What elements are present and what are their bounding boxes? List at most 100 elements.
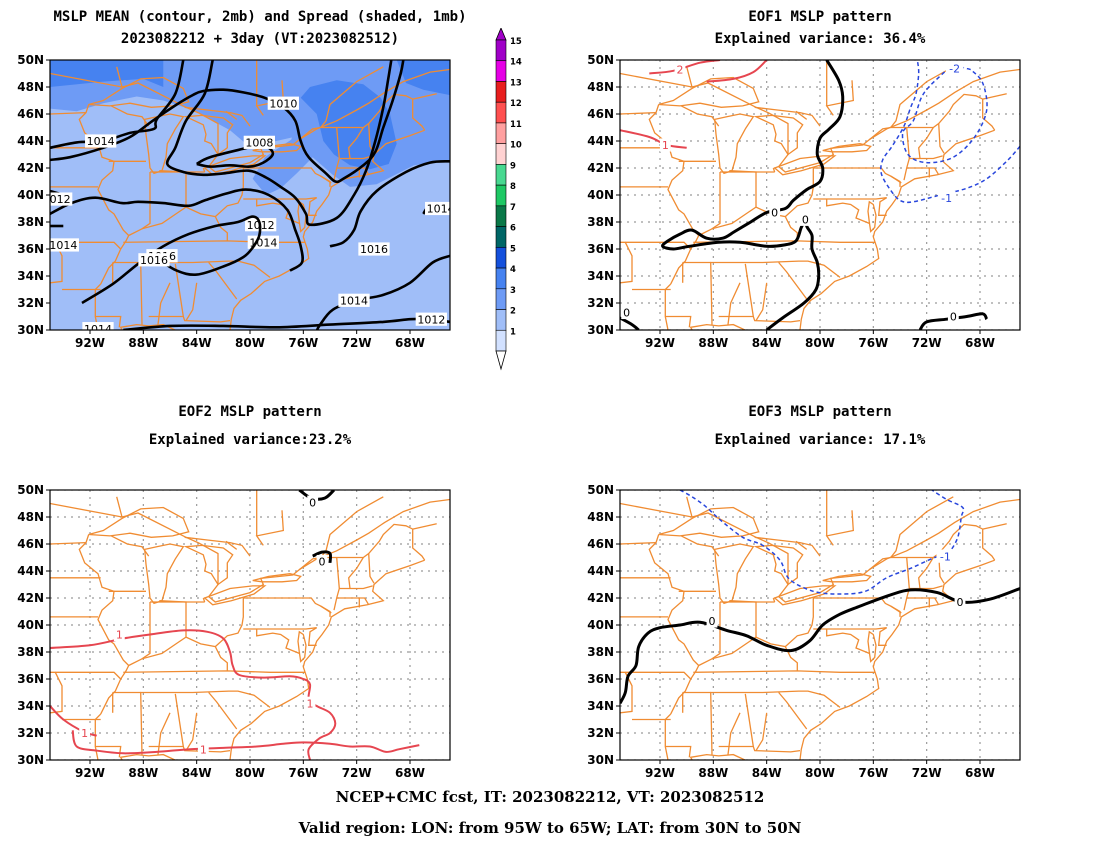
axis-labels: 50N 48N 46N 44N 42N 40N 38N 36N 34N 32N 30N 92W 88W 8…	[17, 483, 425, 780]
p4-svg: 0 0 -1 50N 48N 46N 44N 42N 40N 38N 36N 34N 32N 30N 92W…	[587, 483, 1021, 780]
colorbar-label: 2	[510, 307, 516, 317]
mslp-contour-label: 1016	[140, 254, 168, 267]
lat-tick-label: 44N	[17, 134, 44, 148]
mslp-contour	[50, 188, 305, 272]
colorbar-swatch	[495, 122, 507, 144]
panel4-title-line2: Explained variance: 17.1%	[714, 432, 926, 448]
lon-tick-label: 72W	[342, 336, 372, 350]
mslp-contour-label: 1010	[269, 97, 297, 110]
colorbar-swatch	[495, 143, 507, 165]
eof-contour-positive	[649, 60, 721, 75]
lat-tick-label: 48N	[17, 80, 44, 94]
eof-contour-label: 1	[200, 743, 207, 756]
mslp-contour-label-bg	[243, 135, 275, 149]
lat-tick-label: 48N	[17, 510, 44, 524]
lat-tick-label: 30N	[587, 753, 614, 767]
eof-contour-label-bg	[947, 309, 959, 324]
eof-contour-label-bg	[304, 696, 316, 710]
lon-tick-label: 76W	[288, 336, 318, 350]
eof-contour-positive	[706, 60, 768, 83]
lat-tick-label: 42N	[587, 591, 614, 605]
colorbar-swatch	[495, 205, 507, 227]
eof-contour-label: 0	[319, 556, 326, 569]
eof-contour-zero	[661, 60, 845, 330]
eof-contour-label-bg	[799, 212, 811, 226]
grid-lines	[620, 60, 1020, 330]
mslp-contour-label: 1012	[43, 193, 71, 206]
lon-tick-label: 92W	[645, 336, 675, 350]
lat-tick-label: 40N	[587, 188, 614, 202]
lat-tick-label: 38N	[17, 645, 44, 659]
colorbar-top-arrow	[495, 28, 507, 41]
mslp-contour-label: 1016	[360, 243, 388, 256]
eof-contour-label: 0	[957, 596, 964, 609]
colorbar-swatch	[495, 81, 507, 103]
eof-contour-positive	[50, 629, 337, 760]
lat-tick-label: 44N	[587, 134, 614, 148]
eof-contour-label: -1	[941, 192, 952, 205]
eof-contour-negative	[679, 490, 965, 595]
mslp-contour-label-bg	[267, 96, 299, 110]
p1-svg: 1010100810141012101410121016101610141016…	[17, 53, 451, 350]
lat-tick-label: 50N	[587, 53, 614, 67]
eof-contour-label: 0	[709, 615, 716, 628]
panel1-mslp-mean-map: 1010100810141012101410121016101610141016…	[2, 50, 462, 352]
lon-tick-label: 80W	[805, 336, 835, 350]
colorbar-swatch	[495, 309, 507, 331]
mslp-contour	[196, 143, 275, 168]
eof-contour-zero	[620, 587, 1020, 705]
lat-tick-label: 48N	[587, 510, 614, 524]
eof-contour-positive	[50, 705, 97, 737]
panel4-eof3-map: 0 0 -1 50N 48N 46N 44N 42N 40N 38N 36N 34N 32N 30N 92W…	[572, 480, 1032, 782]
colorbar-label: 11	[510, 120, 522, 130]
colorbar-label: 8	[510, 182, 516, 192]
lat-tick-label: 50N	[587, 483, 614, 497]
lon-tick-label: 76W	[858, 766, 888, 780]
eof-contour-label: 0	[771, 207, 778, 220]
spread-shade-region	[396, 60, 450, 96]
panel3-title-line1: EOF2 MSLP pattern	[178, 404, 322, 420]
lat-tick-label: 42N	[17, 161, 44, 175]
eof-contour-label: -1	[940, 550, 951, 563]
lat-tick-label: 32N	[17, 296, 44, 310]
colorbar-label: 1	[510, 327, 516, 337]
eof-contour-label-bg	[936, 549, 955, 563]
map-outline	[620, 60, 1020, 330]
panel3-title-line2: Explained variance:23.2%	[148, 432, 352, 448]
mslp-contour-label-bg	[82, 322, 114, 330]
mslp-contour-label-bg	[358, 242, 390, 256]
lon-tick-label: 80W	[235, 766, 265, 780]
eof-contour-zero	[620, 316, 640, 330]
lat-tick-label: 40N	[17, 188, 44, 202]
colorbar-label: 6	[510, 224, 516, 234]
lat-tick-label: 36N	[17, 242, 44, 256]
axis-labels: 50N 48N 46N 44N 42N 40N 38N 36N 34N 32N 30N 92W 88W 8…	[587, 483, 995, 780]
eof-contour-label-bg	[945, 61, 964, 75]
lat-tick-label: 34N	[17, 269, 44, 283]
mslp-contour-label-bg	[415, 312, 447, 326]
colorbar-label: 12	[510, 99, 522, 109]
lon-tick-label: 88W	[128, 766, 158, 780]
eof-contour-zero	[298, 490, 336, 501]
lon-tick-label: 88W	[698, 336, 728, 350]
colorbar-label: 5	[510, 244, 516, 254]
eof-contour-label: 1	[81, 727, 88, 740]
eof-contour-label-bg	[307, 495, 319, 509]
eof-contour-negative	[880, 60, 1020, 204]
lat-tick-label: 46N	[17, 107, 44, 121]
lon-tick-label: 92W	[75, 336, 105, 350]
colorbar-swatch	[495, 247, 507, 269]
lat-tick-label: 46N	[587, 537, 614, 551]
mslp-contour-label: 1014	[340, 294, 368, 307]
eof-contour-label: 2	[677, 64, 684, 77]
panel1-title-line1: MSLP MEAN (contour, 2mb) and Spread (sha…	[53, 9, 467, 25]
mslp-contour-label-bg	[50, 238, 79, 252]
lat-tick-label: 40N	[587, 618, 614, 632]
lat-tick-label: 34N	[17, 699, 44, 713]
lat-tick-label: 30N	[17, 753, 44, 767]
lat-tick-label: 32N	[587, 296, 614, 310]
eof-contour-label-bg	[621, 305, 633, 320]
colorbar-label: 13	[510, 78, 522, 88]
eof-contour-label: 0	[623, 307, 630, 320]
panel2-title-line2: Explained variance: 36.4%	[714, 31, 926, 47]
